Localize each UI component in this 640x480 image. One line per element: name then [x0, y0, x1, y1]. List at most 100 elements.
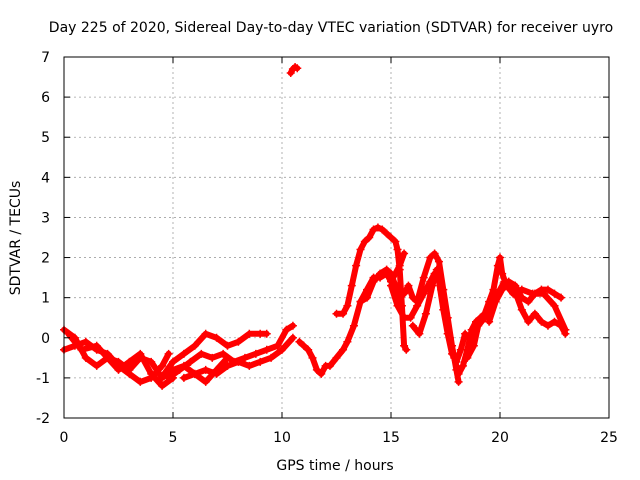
- data-point: [517, 293, 526, 302]
- series-track-n: [485, 277, 566, 326]
- data-point: [489, 285, 498, 294]
- x-tick-label: 15: [382, 430, 400, 446]
- data-point: [458, 361, 467, 370]
- series-track-i: [332, 223, 411, 354]
- data-point: [493, 261, 502, 270]
- data-point: [496, 253, 504, 262]
- data-point: [325, 361, 334, 370]
- data-point: [400, 341, 409, 350]
- data-point: [437, 285, 446, 294]
- data-point: [175, 365, 184, 374]
- data-point: [125, 357, 134, 366]
- data-point: [201, 377, 210, 386]
- data-point: [378, 225, 387, 234]
- x-tick-label: 0: [60, 430, 69, 446]
- data-point: [208, 353, 217, 362]
- y-axis-label: SDTVAR / TECUs: [8, 181, 24, 296]
- y-tick-label: 6: [41, 90, 50, 106]
- data-point: [469, 341, 478, 350]
- data-point: [454, 377, 463, 386]
- data-point: [262, 345, 271, 354]
- data-point: [299, 341, 308, 350]
- data-point: [498, 269, 507, 278]
- series-track-g: [286, 63, 302, 78]
- data-point: [64, 329, 73, 338]
- data-point: [125, 369, 134, 378]
- data-point: [212, 369, 221, 378]
- data-point: [343, 301, 352, 310]
- data-point: [190, 369, 199, 378]
- data-point: [234, 357, 243, 366]
- data-point: [147, 369, 156, 378]
- data-point: [77, 345, 86, 354]
- data-point: [369, 277, 378, 286]
- data-point: [278, 345, 286, 354]
- data-point: [419, 273, 428, 282]
- data-point: [308, 353, 317, 362]
- data-point: [223, 341, 232, 350]
- data-point: [498, 285, 507, 294]
- x-axis-label: GPS time / hours: [276, 458, 393, 474]
- data-point: [524, 317, 533, 326]
- data-point: [543, 321, 552, 330]
- data-point: [169, 357, 177, 366]
- data-point: [190, 341, 199, 350]
- data-point: [186, 357, 195, 366]
- data-point: [262, 329, 271, 338]
- data-point: [561, 329, 570, 338]
- data-point: [273, 341, 282, 350]
- data-point: [343, 337, 352, 346]
- data-point: [408, 293, 417, 302]
- data-point: [160, 369, 169, 378]
- data-point: [92, 341, 101, 350]
- data-point: [356, 297, 365, 306]
- data-point: [382, 229, 391, 238]
- data-point: [158, 381, 167, 390]
- data-point: [426, 253, 435, 262]
- data-point: [347, 281, 356, 290]
- data-point: [363, 293, 372, 302]
- data-point: [395, 265, 404, 274]
- y-tick-label: 0: [41, 331, 50, 347]
- data-point: [550, 301, 559, 310]
- data-point: [360, 237, 369, 246]
- data-point: [387, 233, 395, 242]
- data-point: [312, 365, 321, 374]
- data-point: [376, 269, 385, 278]
- data-point: [201, 329, 210, 338]
- data-point: [245, 361, 254, 370]
- data-point: [92, 361, 101, 370]
- data-point: [474, 321, 483, 330]
- chart-title: Day 225 of 2020, Sidereal Day-to-day VTE…: [49, 20, 613, 36]
- data-point: [428, 281, 437, 290]
- x-tick-label: 25: [600, 430, 618, 446]
- data-point: [339, 345, 348, 354]
- data-point: [441, 309, 450, 318]
- data-point: [432, 265, 441, 274]
- data-point: [413, 301, 422, 310]
- data-point: [288, 333, 297, 342]
- data-point: [256, 357, 265, 366]
- data-point: [114, 365, 123, 374]
- y-tick-label: -2: [36, 411, 50, 427]
- data-point: [81, 337, 90, 346]
- data-point: [179, 349, 188, 358]
- data-point: [550, 289, 559, 298]
- data-point: [402, 345, 411, 354]
- data-point: [81, 353, 90, 362]
- data-point: [445, 333, 454, 342]
- data-point: [421, 309, 430, 318]
- data-point: [136, 377, 145, 386]
- data-point: [557, 321, 566, 330]
- data-point: [365, 233, 374, 242]
- data-point: [147, 357, 156, 366]
- data-point: [550, 317, 559, 326]
- data-point: [543, 285, 552, 294]
- axis-ticks: 0 5 10 15 20 25 -2 -1 0 1 2 3 4 5 6 7: [36, 50, 618, 446]
- data-point: [288, 321, 297, 330]
- data-point: [404, 281, 413, 290]
- data-point: [201, 365, 210, 374]
- data-point: [282, 325, 291, 334]
- series-line: [65, 330, 176, 389]
- y-tick-label: 2: [41, 251, 50, 267]
